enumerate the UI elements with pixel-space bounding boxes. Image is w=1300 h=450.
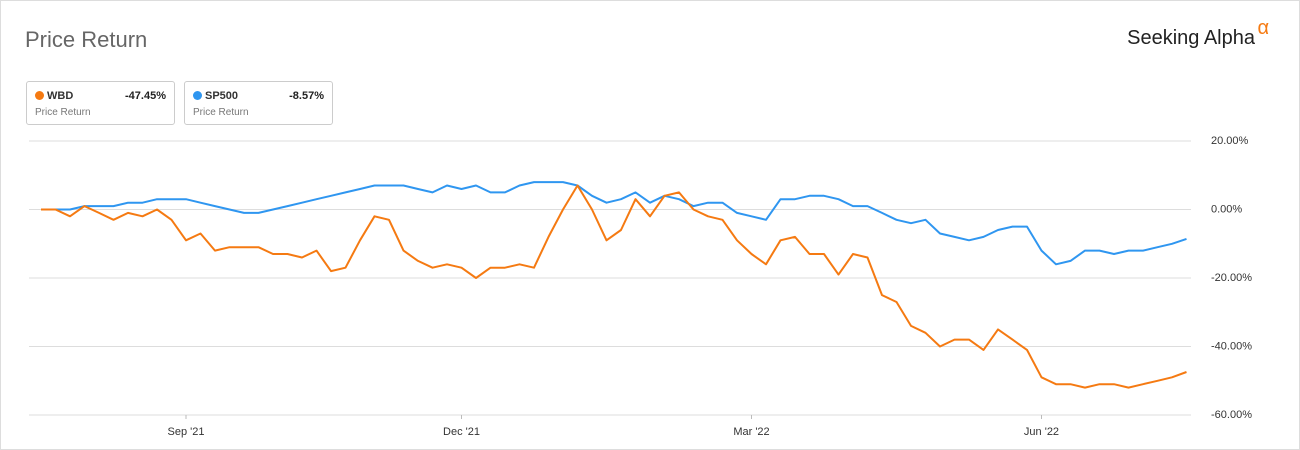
chart-title: Price Return xyxy=(25,27,148,52)
series-line xyxy=(41,184,1187,389)
legend-row: WBD xyxy=(35,90,166,102)
brand-mark: α xyxy=(1257,17,1269,39)
y-tick-label: -40.00% xyxy=(1211,340,1252,352)
x-tick-label: Sep '21 xyxy=(168,426,205,438)
series-line xyxy=(41,181,1187,266)
legend-value: -8.57% xyxy=(289,90,324,102)
y-tick-label: -20.00% xyxy=(1211,272,1252,284)
x-tick-label: Jun '22 xyxy=(1024,426,1059,438)
legend-name: WBD xyxy=(47,90,74,102)
legend-value: -47.45% xyxy=(125,90,166,102)
x-tick-label: Mar '22 xyxy=(733,426,769,438)
legend-name: SP500 xyxy=(205,90,239,102)
legend-item: WBD -47.45% Price Return xyxy=(26,81,175,125)
legend-row: SP500 xyxy=(193,90,324,102)
y-tick-label: -60.00% xyxy=(1211,409,1252,421)
legend-swatch xyxy=(193,91,202,100)
x-tick-label: Dec '21 xyxy=(443,426,480,438)
legend-subtitle: Price Return xyxy=(35,107,91,118)
y-tick-label: 0.00% xyxy=(1211,203,1242,215)
legend-item: SP500 -8.57% Price Return xyxy=(184,81,333,125)
legend-subtitle: Price Return xyxy=(193,107,249,118)
y-tick-label: 20.00% xyxy=(1211,135,1249,147)
brand: Seeking Alpha xyxy=(1127,27,1255,49)
legend-swatch xyxy=(35,91,44,100)
